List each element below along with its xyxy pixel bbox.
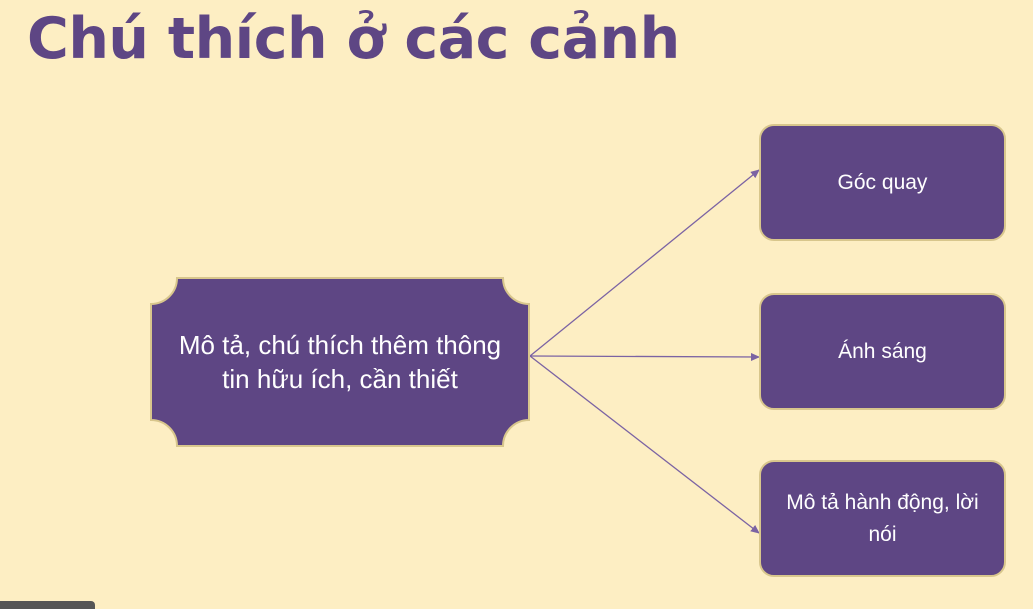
connector-to-anh-sang	[529, 352, 760, 361]
slide-title: Chú thích ở các cảnh	[27, 6, 680, 72]
target-box-anh-sang: Ánh sáng	[759, 293, 1006, 410]
source-box-text: Mô tả, chú thích thêm thông tin hữu ích,…	[178, 329, 502, 394]
target-box-mo-ta-hanh-dong: Mô tả hành động, lời nói	[759, 460, 1006, 577]
source-box-shape	[150, 277, 530, 447]
connector-to-mo-ta-hanh-dong	[529, 355, 760, 534]
target-box-goc-quay: Góc quay	[759, 124, 1006, 241]
corner-tab	[0, 601, 95, 609]
source-box: Mô tả, chú thích thêm thông tin hữu ích,…	[150, 277, 530, 447]
connector-to-goc-quay	[529, 169, 760, 357]
